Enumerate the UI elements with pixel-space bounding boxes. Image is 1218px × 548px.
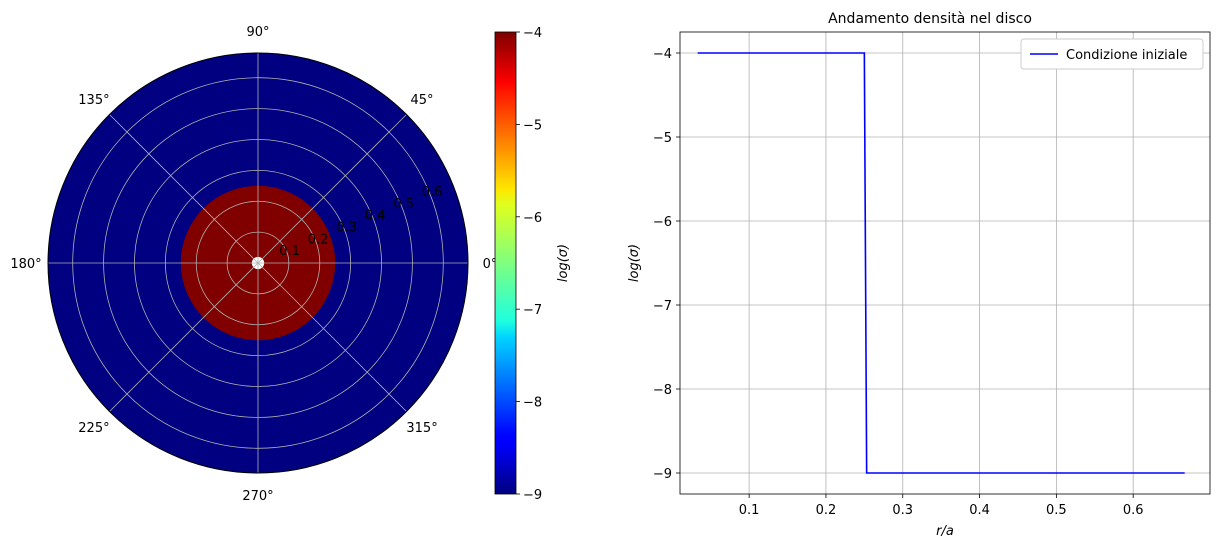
polar-density-plot: 0.1 0.2 0.3 0.4 0.5 0.6 0° 45° 90° 135° 180° 225° 2… (10, 25, 497, 504)
polar-radial-tick-label: 0.6 (422, 185, 443, 200)
line-x-tick-label: 0.4 (969, 503, 990, 518)
line-y-tick-label: −6 (653, 215, 672, 230)
line-y-axis-label: log(σ) (627, 244, 642, 282)
colorbar-ticks: −4 −5 −6 −7 −8 −9 (516, 26, 542, 503)
line-plot-frame (679, 31, 1211, 495)
polar-angle-tick-label: 225° (78, 421, 109, 436)
polar-grid-spoke (257, 114, 407, 264)
polar-grid-spoke (109, 262, 259, 412)
line-x-tick-label: 0.6 (1123, 503, 1144, 518)
line-x-axis-label: r/a (936, 524, 954, 539)
line-x-tick-label: 0.3 (892, 503, 913, 518)
polar-angle-tick-label: 45° (411, 93, 434, 108)
polar-radial-tick-label: 0.2 (308, 232, 329, 247)
polar-angle-tick-label: 315° (406, 421, 437, 436)
colorbar-tick-label: −5 (523, 118, 542, 133)
colorbar-label: log(σ) (556, 244, 571, 282)
line-y-tick-label: −5 (653, 131, 672, 146)
polar-angle-tick-label: 270° (242, 489, 273, 504)
line-y-tick-label: −4 (653, 47, 672, 62)
legend-box (1020, 38, 1204, 70)
colorbar-tick-label: −7 (523, 303, 542, 318)
polar-grid-spoke (257, 262, 407, 412)
line-chart-title: Andamento densità nel disco (828, 11, 1032, 27)
line-y-tick-label: −9 (653, 467, 672, 482)
polar-grid-spoke (109, 114, 259, 264)
colorbar-gradient (494, 31, 517, 495)
line-y-tick-label: −7 (653, 299, 672, 314)
colorbar-tick-label: −8 (523, 396, 542, 411)
line-x-tick-label: 0.5 (1046, 503, 1067, 518)
polar-outline (47, 52, 469, 474)
line-x-ticks: 0.1 0.2 0.3 0.4 0.5 0.6 (739, 494, 1144, 518)
polar-radial-tick-label: 0.5 (393, 197, 414, 212)
line-x-tick-label: 0.2 (816, 503, 837, 518)
legend-label: Condizione iniziale (1066, 48, 1187, 63)
colorbar-tick-label: −4 (523, 26, 542, 41)
polar-grid (48, 53, 468, 473)
polar-angle-tick-label: 135° (78, 93, 109, 108)
legend: Condizione iniziale (1020, 38, 1204, 70)
polar-radial-tick-label: 0.3 (336, 221, 357, 236)
polar-radial-tick-label: 0.1 (279, 244, 300, 259)
line-chart: Andamento densità nel disco 0.1 0.2 0.3 0.4… (627, 11, 1211, 539)
line-plot-area (680, 32, 1210, 494)
line-x-tick-label: 0.1 (739, 503, 760, 518)
polar-angle-tick-label: 90° (246, 25, 269, 40)
polar-angle-tick-label: 180° (10, 257, 41, 272)
polar-radial-tick-labels: 0.1 0.2 0.3 0.4 0.5 0.6 (279, 185, 442, 259)
line-series (697, 52, 1185, 474)
line-series-path (697, 52, 1185, 474)
line-y-tick-label: −8 (653, 383, 672, 398)
colorbar-tick-label: −6 (523, 211, 542, 226)
polar-radial-tick-label: 0.4 (365, 209, 386, 224)
polar-angle-tick-label: 0° (483, 257, 498, 272)
colorbar: −4 −5 −6 −7 −8 −9 log(σ) (494, 26, 571, 503)
polar-angle-tick-labels: 0° 45° 90° 135° 180° 225° 270° 315° (10, 25, 497, 504)
line-y-ticks: −4 −5 −6 −7 −8 −9 (653, 47, 680, 482)
colorbar-tick-label: −9 (523, 488, 542, 503)
